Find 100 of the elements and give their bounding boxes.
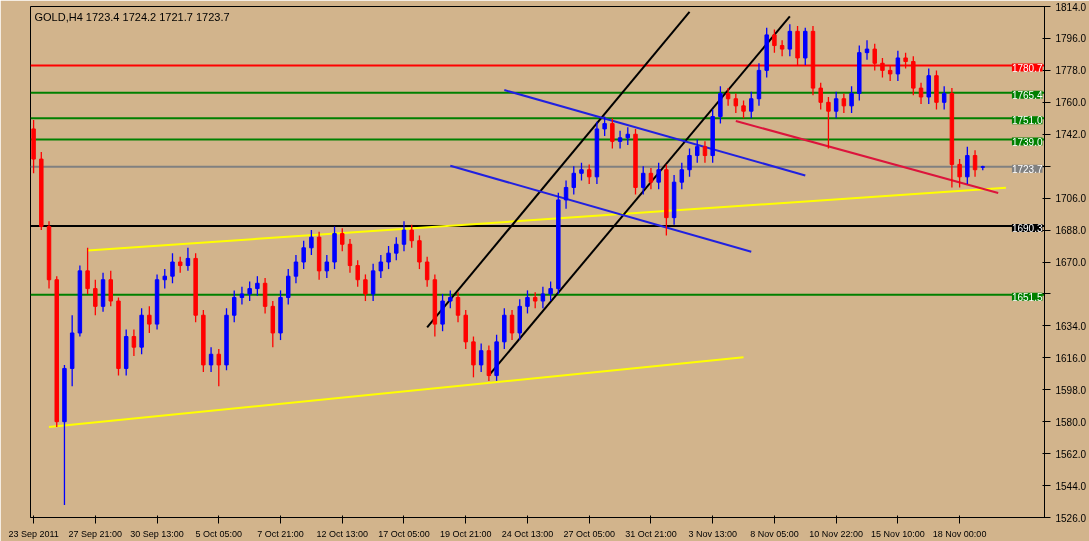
candlestick: [965, 146, 970, 185]
candlestick: [309, 229, 314, 256]
candlestick: [656, 161, 661, 190]
x-tick-label: 18 Nov 00:00: [932, 528, 987, 539]
x-tick-label: 12 Oct 13:00: [316, 528, 369, 539]
x-tick-label: 24 Oct 13:00: [501, 528, 554, 539]
y-tick-label: 1580.0: [1055, 416, 1087, 428]
ref-line-label: 1739.0: [1011, 136, 1043, 148]
candlestick: [695, 138, 700, 164]
candlestick: [216, 348, 222, 387]
candlestick: [648, 167, 654, 190]
candlestick: [340, 227, 345, 252]
candlestick: [147, 305, 152, 334]
candlestick: [239, 286, 245, 306]
candlestick: [471, 335, 476, 378]
candlestick: [772, 28, 777, 54]
candlestick: [131, 328, 137, 357]
y-tick-label: 1526.0: [1055, 512, 1087, 524]
candlestick: [833, 91, 839, 119]
candlestick: [293, 254, 299, 284]
candlestick: [864, 39, 870, 61]
candlestick: [941, 85, 947, 111]
candlestick: [208, 346, 214, 373]
candlestick: [185, 247, 191, 272]
candlestick: [262, 277, 268, 315]
candlestick: [417, 234, 422, 270]
candlestick: [409, 224, 414, 249]
candlestick: [286, 268, 291, 306]
candlestick: [301, 240, 306, 270]
candlestick: [509, 309, 515, 341]
y-tick-label: 1616.0: [1055, 352, 1087, 364]
candlestick: [610, 117, 615, 150]
x-tick-label: 19 Oct 21:00: [439, 528, 492, 539]
candlestick: [455, 291, 461, 323]
candlestick: [687, 147, 692, 178]
candlestick: [602, 115, 607, 137]
candlestick: [818, 82, 823, 111]
x-tick-label: 27 Sep 21:00: [68, 528, 123, 539]
x-tick-label: 31 Oct 21:00: [625, 528, 677, 539]
candlestick: [749, 91, 754, 119]
y-tick-label: 1778.0: [1055, 65, 1087, 77]
x-tick-label: 17 Oct 05:00: [378, 528, 430, 539]
y-tick-label: 1670.0: [1055, 257, 1087, 268]
y-tick-label: 1796.0: [1055, 33, 1087, 45]
ref-line-label: 1780.7: [1011, 62, 1043, 74]
x-tick-label: 7 Oct 21:00: [257, 528, 304, 539]
candlestick: [255, 275, 260, 297]
candlestick: [324, 254, 330, 279]
candlestick: [170, 252, 175, 284]
x-tick-label: 10 Nov 22:00: [809, 528, 863, 539]
y-tick-label: 1814.0: [1055, 1, 1087, 13]
candlestick: [779, 39, 785, 57]
y-tick-label: 1634.0: [1055, 320, 1087, 332]
x-tick-label: 3 Nov 13:00: [688, 528, 737, 539]
candlestick: [679, 161, 685, 190]
chart-title: GOLD,H4 1723.4 1724.2 1721.7 1723.7: [34, 10, 230, 23]
candlestick: [617, 130, 623, 150]
candlestick: [640, 165, 646, 196]
candlestick: [386, 245, 391, 270]
ref-line-label: 1651.5: [1011, 291, 1043, 303]
candlestick: [849, 85, 854, 114]
y-tick-label: 1688.0: [1055, 225, 1087, 237]
y-tick-label: 1562.0: [1055, 448, 1087, 460]
x-tick-label: 8 Nov 05:00: [750, 528, 799, 539]
x-tick-label: 30 Sep 13:00: [130, 528, 184, 539]
ref-line-label: 1723.7: [1011, 163, 1043, 175]
candlestick: [108, 270, 113, 308]
candlestick: [718, 85, 723, 125]
ref-line-label: 1765.4: [1011, 89, 1043, 101]
candlestick: [162, 268, 168, 290]
candlestick: [841, 92, 847, 114]
candlestick: [586, 163, 592, 185]
candlestick: [440, 293, 445, 332]
candlestick: [355, 259, 360, 288]
candlestick: [826, 96, 831, 150]
candlestick: [787, 23, 793, 57]
y-tick-label: 1760.0: [1055, 97, 1087, 109]
candlestick: [957, 158, 962, 189]
candlestick: [85, 247, 90, 295]
candlestick: [972, 149, 978, 178]
candlestick: [895, 50, 901, 82]
ref-line-label: 1690.3: [1011, 222, 1043, 234]
candlestick: [247, 280, 252, 302]
candlestick: [378, 254, 384, 279]
y-tick-label: 1742.0: [1055, 129, 1087, 141]
y-tick-label: 1706.0: [1055, 193, 1087, 205]
candlestick: [702, 140, 708, 164]
candlestick: [231, 289, 237, 323]
candlestick: [571, 165, 577, 196]
x-tick-label: 15 Nov 10:00: [871, 528, 925, 539]
y-tick-label: 1598.0: [1055, 384, 1087, 396]
ref-line-label: 1751.0: [1011, 115, 1043, 127]
candlestick: [363, 273, 368, 302]
candlestick: [93, 279, 98, 316]
x-tick-label: 23 Sep 2011: [8, 528, 59, 539]
candlestick: [478, 342, 484, 373]
x-tick-label: 5 Oct 05:00: [195, 528, 243, 539]
y-tick-label: 1544.0: [1055, 480, 1087, 492]
candlestick: [926, 67, 931, 105]
candlestick: [370, 263, 376, 302]
